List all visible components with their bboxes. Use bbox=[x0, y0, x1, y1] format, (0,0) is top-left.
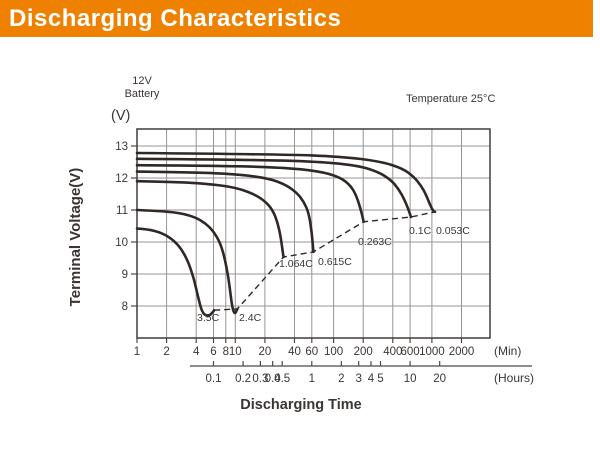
x-tick-label-hours-4: 4 bbox=[368, 373, 375, 385]
curve-label-2.4C: 2.4C bbox=[239, 312, 262, 324]
battery-word-label: Battery bbox=[124, 88, 160, 100]
x-tick-label-hours-3: 3 bbox=[355, 373, 361, 385]
y-tick-label-11: 11 bbox=[116, 205, 128, 217]
battery-voltage-label: 12V bbox=[132, 75, 152, 87]
discharge-curve-1.064C bbox=[135, 179, 285, 259]
x-tick-label-min-1: 1 bbox=[134, 346, 140, 358]
x-tick-label-min-40: 40 bbox=[288, 346, 301, 358]
x-tick-label-min-6: 6 bbox=[210, 346, 216, 358]
x-tick-label-hours-20: 20 bbox=[433, 373, 446, 385]
discharge-curve-0.053C bbox=[135, 151, 437, 214]
curve-label-0.263C: 0.263C bbox=[358, 236, 392, 248]
x-tick-label-hours-5: 5 bbox=[377, 373, 383, 385]
header-banner: Discharging Characteristics bbox=[0, 0, 593, 37]
x-tick-label-min-400: 400 bbox=[383, 346, 402, 358]
x-tick-label-min-2000: 2000 bbox=[449, 346, 475, 358]
plot-border bbox=[136, 128, 491, 339]
x-tick-label-min-600: 600 bbox=[400, 346, 419, 358]
x-tick-label-min-10: 10 bbox=[229, 346, 242, 358]
discharge-curve-0.1C bbox=[135, 157, 413, 219]
x-tick-label-hours-0.2: 0.2 bbox=[235, 373, 251, 385]
x-tick-label-min-2: 2 bbox=[163, 346, 169, 358]
x-tick-label-hours-10: 10 bbox=[404, 373, 417, 385]
x-tick-label-hours-0.4: 0.4 bbox=[265, 373, 282, 385]
curve-label-3.5C: 3.5C bbox=[197, 312, 220, 324]
discharge-curve-2.4C bbox=[135, 208, 239, 315]
discharge-curve-0.263C bbox=[135, 163, 365, 224]
x-tick-label-hours-0.3: 0.3 bbox=[252, 373, 268, 385]
x-axis-title: Discharging Time bbox=[240, 397, 362, 413]
curve-label-0.053C: 0.053C bbox=[436, 225, 470, 237]
x-tick-label-hours-0.1: 0.1 bbox=[205, 373, 221, 385]
x-tick-label-min-20: 20 bbox=[258, 346, 271, 358]
x-tick-label-min-200: 200 bbox=[354, 346, 373, 358]
curve-label-0.615C: 0.615C bbox=[318, 256, 352, 268]
y-tick-label-13: 13 bbox=[115, 141, 128, 153]
x-tick-label-min-60: 60 bbox=[305, 346, 318, 358]
x-tick-label-min-8: 8 bbox=[223, 346, 229, 358]
y-tick-label-8: 8 bbox=[122, 301, 128, 313]
x-tick-label-hours-2: 2 bbox=[338, 373, 344, 385]
x-tick-label-min-4: 4 bbox=[193, 346, 200, 358]
y-tick-label-10: 10 bbox=[115, 237, 128, 249]
minutes-unit-label: (Min) bbox=[494, 344, 522, 358]
x-tick-label-hours-1: 1 bbox=[309, 373, 315, 385]
discharge-curve-3.5C bbox=[135, 227, 216, 318]
temperature-label: Temperature 25°C bbox=[406, 93, 496, 105]
page-title: Discharging Characteristics bbox=[9, 4, 342, 32]
curve-label-1.064C: 1.064C bbox=[279, 258, 313, 270]
y-axis-title: Terminal Voltage(V) bbox=[67, 167, 84, 307]
x-tick-label-hours-0.5: 0.5 bbox=[274, 373, 290, 385]
x-tick-label-min-1000: 1000 bbox=[419, 346, 445, 358]
y-axis-unit-label: (V) bbox=[111, 108, 131, 124]
battery-type-label: 12V Battery bbox=[115, 75, 169, 101]
y-tick-label-12: 12 bbox=[115, 173, 128, 185]
discharge-curve-0.615C bbox=[135, 170, 315, 254]
hours-unit-label: (Hours) bbox=[494, 371, 535, 385]
x-tick-label-min-100: 100 bbox=[324, 346, 343, 358]
y-tick-label-9: 9 bbox=[122, 269, 128, 281]
curve-label-0.1C: 0.1C bbox=[409, 225, 432, 237]
